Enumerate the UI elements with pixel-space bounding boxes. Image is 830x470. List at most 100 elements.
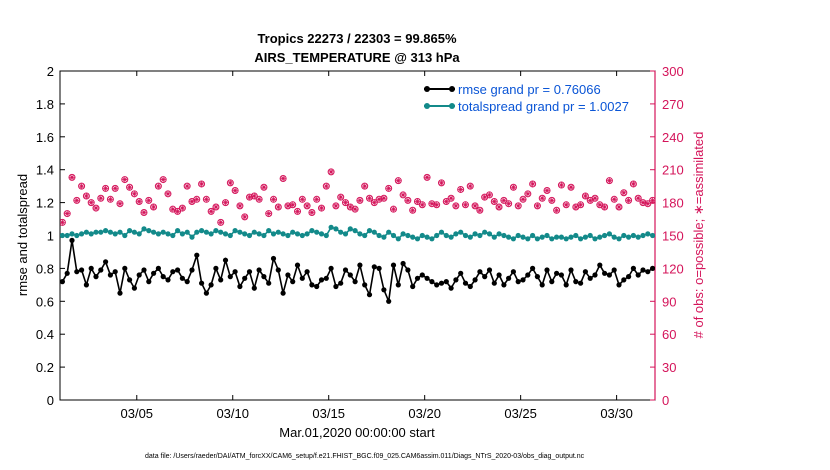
obs-point	[562, 201, 570, 209]
obs-point	[126, 183, 134, 191]
rmse-point	[136, 272, 142, 278]
rmse-point	[117, 290, 123, 296]
totalspread-point	[395, 236, 401, 242]
obs-point	[461, 201, 469, 209]
totalspread-point	[304, 231, 310, 237]
obs-assimilated-marker	[74, 197, 80, 203]
obs-assimilated-marker	[400, 192, 406, 198]
totalspread-point	[448, 234, 454, 240]
obs-assimilated-marker	[165, 191, 171, 197]
rmse-point	[203, 290, 209, 296]
obs-assimilated-marker	[434, 202, 440, 208]
rmse-point	[242, 275, 248, 281]
rmse-point	[285, 272, 291, 278]
obs-point	[356, 196, 364, 204]
totalspread-point	[443, 232, 449, 239]
rmse-point	[357, 262, 363, 268]
obs-possible-marker	[581, 192, 589, 200]
rmse-point	[539, 282, 545, 288]
obs-point	[332, 202, 340, 210]
rmse-point	[251, 285, 257, 291]
rmse-point	[131, 285, 137, 291]
obs-assimilated-marker	[131, 191, 137, 197]
obs-possible-marker	[485, 191, 493, 199]
rmse-point	[616, 282, 622, 288]
obs-possible-marker	[73, 196, 81, 204]
totalspread-point	[309, 228, 315, 234]
totalspread-point	[175, 228, 181, 234]
obs-assimilated-marker	[194, 196, 200, 202]
totalspread-point	[501, 232, 507, 239]
obs-assimilated-marker	[328, 169, 334, 175]
obs-point	[159, 176, 167, 184]
obs-assimilated-marker	[573, 204, 579, 210]
totalspread-point	[328, 224, 334, 230]
rmse-point	[155, 265, 161, 271]
obs-assimilated-marker	[357, 197, 363, 203]
obs-point	[145, 196, 153, 204]
obs-point	[394, 177, 402, 185]
obs-possible-marker	[265, 210, 273, 218]
totalspread-point	[462, 232, 469, 239]
totalspread-point	[98, 229, 104, 235]
obs-assimilated-marker	[232, 188, 238, 194]
obs-assimilated-marker	[362, 183, 368, 189]
obs-assimilated-marker	[395, 178, 401, 184]
totalspread-point	[554, 234, 560, 240]
totalspread-point	[626, 234, 632, 240]
rmse-point	[486, 267, 493, 273]
obs-point	[380, 194, 388, 202]
obs-possible-marker	[78, 182, 86, 190]
totalspread-point	[438, 229, 445, 235]
rmse-point	[544, 267, 550, 273]
totalspread-point	[650, 232, 655, 239]
obs-point	[318, 204, 326, 212]
totalspread-point	[405, 232, 411, 239]
obs-assimilated-marker	[280, 175, 286, 181]
obs-point	[476, 206, 484, 214]
rmse-point	[434, 282, 440, 288]
obs-possible-marker	[461, 201, 469, 209]
legend-spread-label: totalspread grand pr = 1.0027	[458, 99, 629, 114]
obs-point	[490, 198, 498, 206]
rmse-point	[453, 277, 459, 283]
totalspread-point	[616, 236, 622, 242]
totalspread-point	[621, 232, 627, 239]
rmse-point	[227, 274, 233, 280]
obs-point	[150, 203, 158, 211]
x-tick-label: 03/15	[312, 406, 345, 421]
totalspread-point	[251, 229, 257, 235]
y2-axis-label: # of obs: o=possible; ∗=assimilated	[691, 132, 706, 339]
rmse-point	[74, 269, 80, 275]
totalspread-point	[83, 229, 89, 235]
rmse-point	[501, 282, 507, 288]
obs-possible-marker	[68, 173, 76, 181]
totalspread-point	[127, 228, 133, 234]
obs-point	[418, 201, 426, 209]
obs-point	[567, 183, 575, 191]
totalspread-point	[213, 228, 219, 234]
obs-assimilated-marker	[539, 195, 545, 201]
totalspread-point	[246, 232, 253, 239]
obs-point	[370, 199, 378, 207]
obs-assimilated-marker	[496, 204, 502, 210]
obs-assimilated-marker	[472, 203, 478, 209]
totalspread-point	[549, 236, 555, 242]
obs-possible-marker	[404, 196, 412, 204]
totalspread-point	[237, 229, 243, 235]
obs-point	[193, 195, 201, 203]
obs-assimilated-marker	[381, 195, 387, 201]
obs-assimilated-marker	[347, 204, 353, 210]
obs-point	[212, 203, 220, 211]
rmse-point	[290, 279, 296, 285]
obs-possible-marker	[250, 192, 258, 200]
obs-possible-marker	[303, 202, 311, 210]
rmse-point	[635, 272, 641, 278]
obs-assimilated-marker	[491, 199, 497, 205]
rmse-point	[650, 265, 655, 271]
totalspread-point	[299, 232, 305, 239]
obs-assimilated-marker	[60, 219, 65, 225]
obs-possible-marker	[356, 196, 364, 204]
plot-area	[59, 70, 656, 401]
